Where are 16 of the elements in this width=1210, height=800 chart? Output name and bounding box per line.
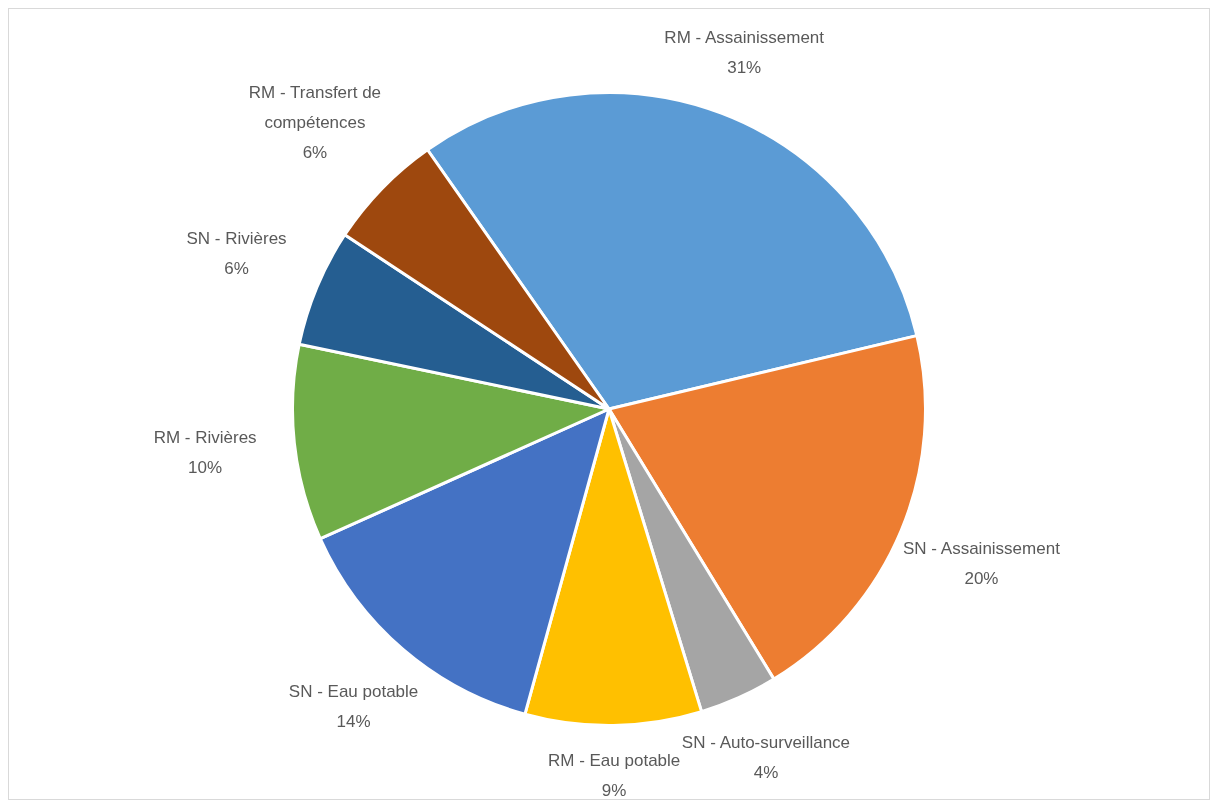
slice-label: RM - Rivières: [153, 427, 257, 447]
data-label: 9%: [601, 780, 627, 800]
slice-label: RM - Assainissement: [664, 27, 825, 47]
slice-label: SN - Assainissement: [903, 538, 1061, 558]
slice-label: SN - Rivières: [186, 228, 287, 248]
data-label: 10%: [188, 457, 223, 477]
slice-label: RM - Transfert de compétences: [248, 82, 382, 132]
data-label: 6%: [302, 142, 328, 162]
data-label: 20%: [964, 568, 999, 588]
slice-label: RM - Eau potable: [547, 750, 681, 770]
data-label: 4%: [753, 762, 779, 782]
data-label: 14%: [336, 711, 371, 731]
slice-label: SN - Eau potable: [288, 681, 419, 701]
data-label: 31%: [727, 57, 762, 77]
data-label: 6%: [224, 258, 249, 278]
slice-label: SN - Auto-surveillance: [681, 732, 851, 752]
